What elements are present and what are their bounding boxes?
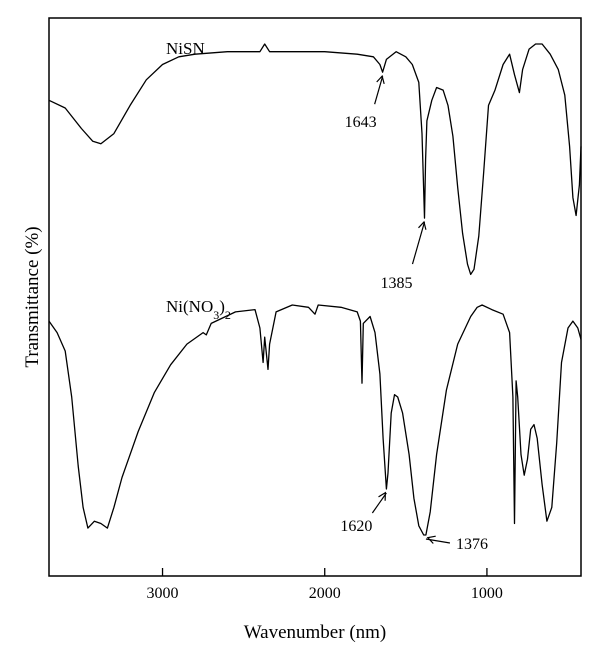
plot-frame: [48, 17, 582, 577]
series-line-nisn: [48, 43, 582, 276]
annotation-arrowhead: [376, 74, 385, 84]
annotation-arrowhead: [378, 491, 386, 501]
x-axis-label: Wavenumber (nm): [244, 622, 387, 643]
x-tick-label: 3000: [147, 585, 179, 602]
annotation-layer: 1643 1385 1620 1376: [340, 74, 488, 553]
series-line-ni-nitrate: [48, 304, 582, 536]
annotation-arrowhead: [418, 220, 427, 230]
annotation-label: 1620: [340, 518, 372, 535]
annotation-arrow: [371, 492, 387, 514]
x-tick-label: 2000: [309, 585, 341, 602]
series-label-nisn: NiSN: [166, 39, 205, 58]
y-axis-label: Transmittance (%): [22, 226, 43, 367]
annotation-arrow: [411, 221, 426, 265]
annotation-label: 1643: [345, 114, 377, 131]
x-tick-label: 1000: [471, 585, 503, 602]
annotation-label: 1376: [456, 536, 488, 553]
x-axis-ticks: 3000 2000 1000: [147, 568, 503, 602]
series-layer: [48, 43, 582, 536]
annotation-arrowhead: [426, 535, 436, 544]
annotation-arrow: [374, 75, 384, 105]
annotation-label: 1385: [380, 275, 412, 292]
